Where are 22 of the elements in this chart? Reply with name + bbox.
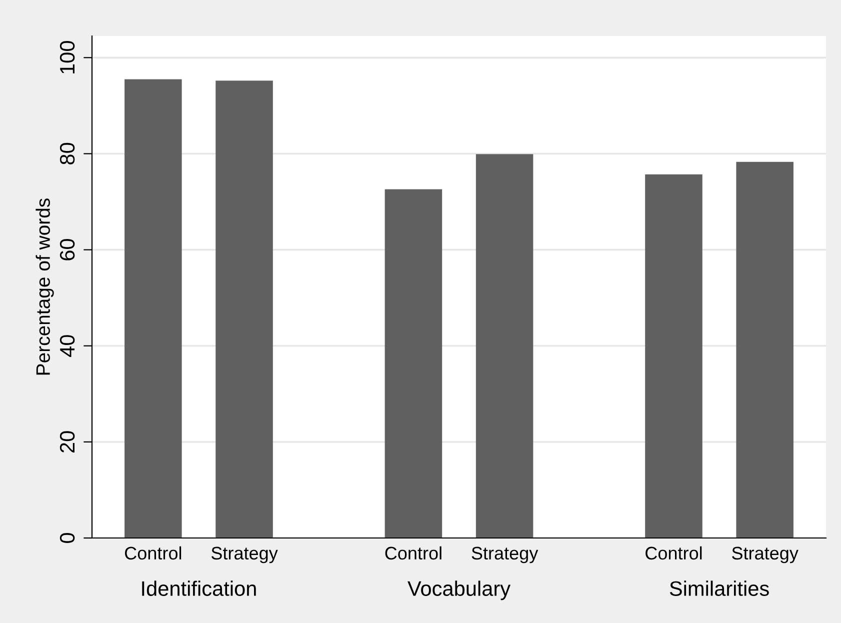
y-axis-title: Percentage of words xyxy=(36,198,54,375)
x-tick-label: Vocabulary xyxy=(408,580,511,600)
bar xyxy=(384,189,442,538)
y-tick-label: 20 xyxy=(60,431,75,452)
x-tick-label: Similarities xyxy=(670,580,769,596)
y-tick-label: 40 xyxy=(60,335,75,357)
bar xyxy=(736,162,794,538)
y-tick-label: 60 xyxy=(60,239,75,260)
text: Control xyxy=(646,546,702,560)
bar xyxy=(124,79,182,538)
bar xyxy=(476,154,534,538)
series-label: Control xyxy=(124,546,182,560)
text: Control xyxy=(385,546,442,560)
series-label: Strategy xyxy=(211,546,278,564)
y-tick-label: 0 xyxy=(60,533,75,543)
text: Strategy xyxy=(732,546,798,564)
y-tick-label: 100 xyxy=(60,41,75,74)
text: Strategy xyxy=(472,546,538,564)
y-tick-label: 80 xyxy=(60,142,75,164)
bar xyxy=(216,80,273,538)
bar xyxy=(645,174,702,538)
x-tick-label: Identification xyxy=(142,580,256,596)
